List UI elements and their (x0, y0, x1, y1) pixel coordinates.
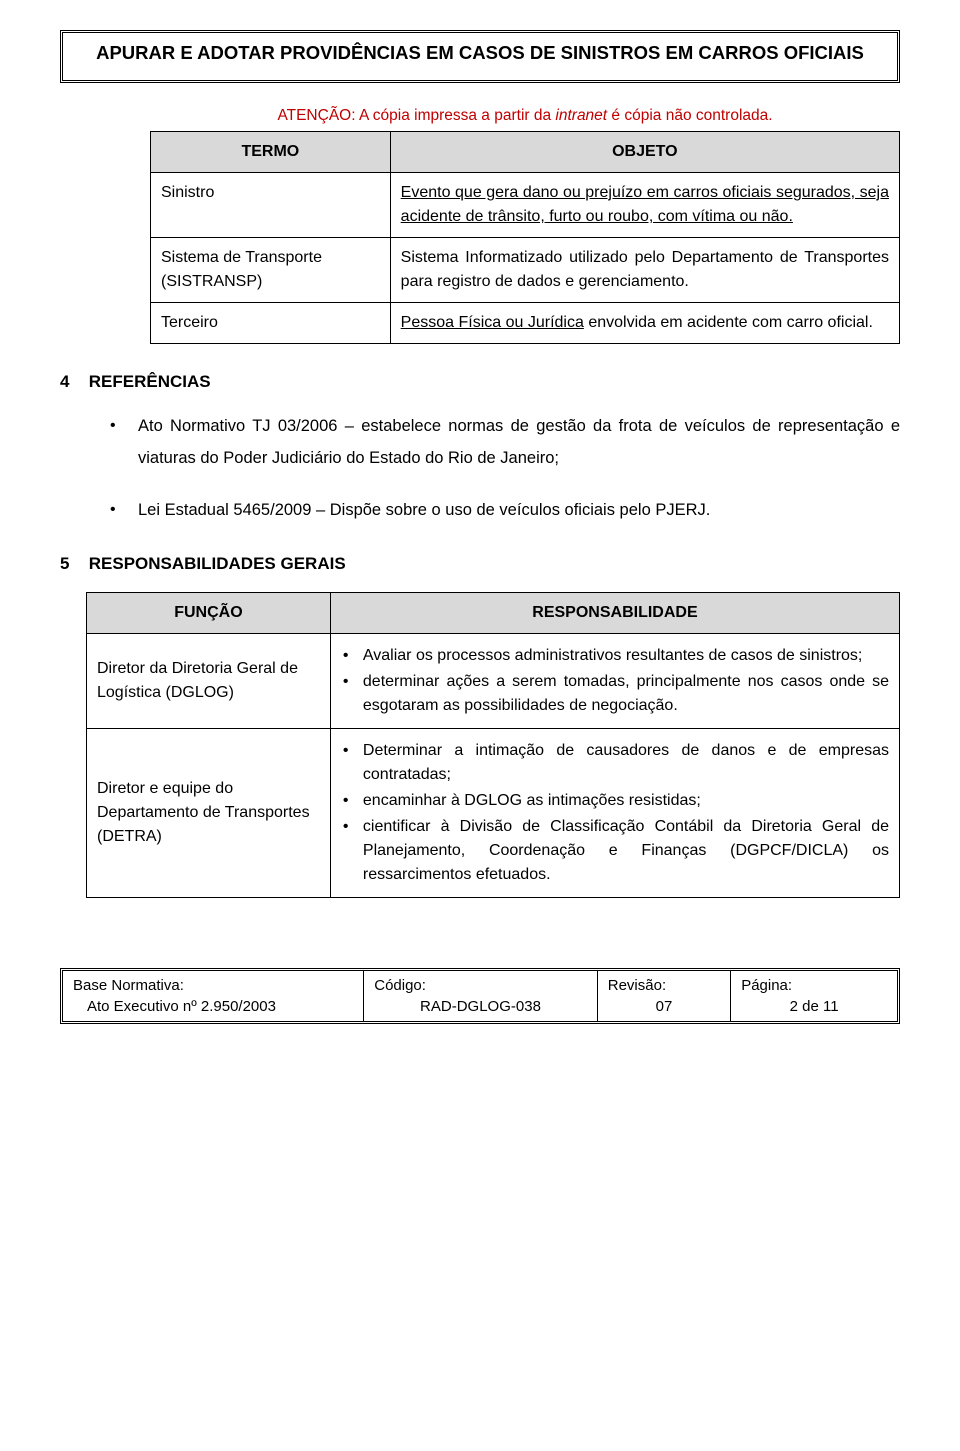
resp-list: Avaliar os processos administrativos res… (341, 644, 889, 718)
list-item: encaminhar à DGLOG as intimações resisti… (341, 789, 889, 813)
header-funcao: FUNÇÃO (87, 593, 331, 634)
references-list: Ato Normativo TJ 03/2006 – estabelece no… (110, 410, 900, 527)
section-title: REFERÊNCIAS (89, 372, 211, 391)
footer-value: Ato Executivo nº 2.950/2003 (73, 996, 353, 1017)
footer-label: Código: (374, 977, 426, 994)
footer-value: 07 (608, 996, 720, 1017)
footer-label: Base Normativa: (73, 977, 184, 994)
notice-suffix: é cópia não controlada. (607, 107, 772, 124)
table-row: Diretor da Diretoria Geral de Logística … (87, 634, 900, 729)
resp-cell: Determinar a intimação de causadores de … (330, 729, 899, 898)
footer-cell-revisao: Revisão: 07 (597, 971, 730, 1021)
table-row: Sinistro Evento que gera dano ou prejuíz… (151, 172, 900, 237)
objeto-underlined: Pessoa Física ou Jurídica (401, 314, 584, 331)
footer-cell-codigo: Código: RAD-DGLOG-038 (363, 971, 597, 1021)
list-item: Determinar a intimação de causadores de … (341, 739, 889, 787)
termo-cell: Sistema de Transporte (SISTRANSP) (151, 237, 391, 302)
section-number: 4 (60, 372, 84, 392)
section-5-heading: 5 RESPONSABILIDADES GERAIS (60, 554, 900, 574)
footer-table: Base Normativa: Ato Executivo nº 2.950/2… (60, 968, 900, 1024)
header-objeto: OBJETO (390, 131, 899, 172)
table-row: Sistema de Transporte (SISTRANSP) Sistem… (151, 237, 900, 302)
list-item: cientificar à Divisão de Classificação C… (341, 815, 889, 887)
responsibilities-table: FUNÇÃO RESPONSABILIDADE Diretor da Diret… (86, 592, 900, 898)
list-item: Ato Normativo TJ 03/2006 – estabelece no… (110, 410, 900, 474)
table-header-row: TERMO OBJETO (151, 131, 900, 172)
footer-row: Base Normativa: Ato Executivo nº 2.950/2… (63, 971, 897, 1021)
section-number: 5 (60, 554, 84, 574)
definitions-table: TERMO OBJETO Sinistro Evento que gera da… (150, 131, 900, 344)
table-header-row: FUNÇÃO RESPONSABILIDADE (87, 593, 900, 634)
list-item: determinar ações a serem tomadas, princi… (341, 670, 889, 718)
objeto-cell: Pessoa Física ou Jurídica envolvida em a… (390, 302, 899, 343)
notice-italic: intranet (555, 107, 607, 124)
objeto-cell: Evento que gera dano ou prejuízo em carr… (390, 172, 899, 237)
notice-banner: ATENÇÃO: A cópia impressa a partir da in… (150, 107, 900, 125)
notice-prefix: ATENÇÃO: A cópia impressa a partir da (277, 107, 555, 124)
objeto-underlined: Evento que gera dano ou prejuízo em carr… (401, 184, 889, 225)
footer-label: Revisão: (608, 977, 666, 994)
objeto-cell: Sistema Informatizado utilizado pelo Dep… (390, 237, 899, 302)
resp-list: Determinar a intimação de causadores de … (341, 739, 889, 887)
termo-cell: Sinistro (151, 172, 391, 237)
footer-value: RAD-DGLOG-038 (374, 996, 587, 1017)
header-resp: RESPONSABILIDADE (330, 593, 899, 634)
title-frame: APURAR E ADOTAR PROVIDÊNCIAS EM CASOS DE… (60, 30, 900, 83)
footer-label: Página: (741, 977, 792, 994)
footer-value: 2 de 11 (741, 996, 887, 1017)
section-4-heading: 4 REFERÊNCIAS (60, 372, 900, 392)
footer-cell-base: Base Normativa: Ato Executivo nº 2.950/2… (63, 971, 363, 1021)
table-row: Diretor e equipe do Departamento de Tran… (87, 729, 900, 898)
funcao-cell: Diretor e equipe do Departamento de Tran… (87, 729, 331, 898)
list-item: Avaliar os processos administrativos res… (341, 644, 889, 668)
funcao-cell: Diretor da Diretoria Geral de Logística … (87, 634, 331, 729)
document-title: APURAR E ADOTAR PROVIDÊNCIAS EM CASOS DE… (81, 41, 879, 66)
resp-cell: Avaliar os processos administrativos res… (330, 634, 899, 729)
table-row: Terceiro Pessoa Física ou Jurídica envol… (151, 302, 900, 343)
section-title: RESPONSABILIDADES GERAIS (89, 554, 346, 573)
header-termo: TERMO (151, 131, 391, 172)
page: APURAR E ADOTAR PROVIDÊNCIAS EM CASOS DE… (0, 0, 960, 1064)
termo-cell: Terceiro (151, 302, 391, 343)
objeto-text: envolvida em acidente com carro oficial. (584, 314, 873, 331)
footer-cell-pagina: Página: 2 de 11 (730, 971, 897, 1021)
list-item: Lei Estadual 5465/2009 – Dispõe sobre o … (110, 494, 900, 526)
